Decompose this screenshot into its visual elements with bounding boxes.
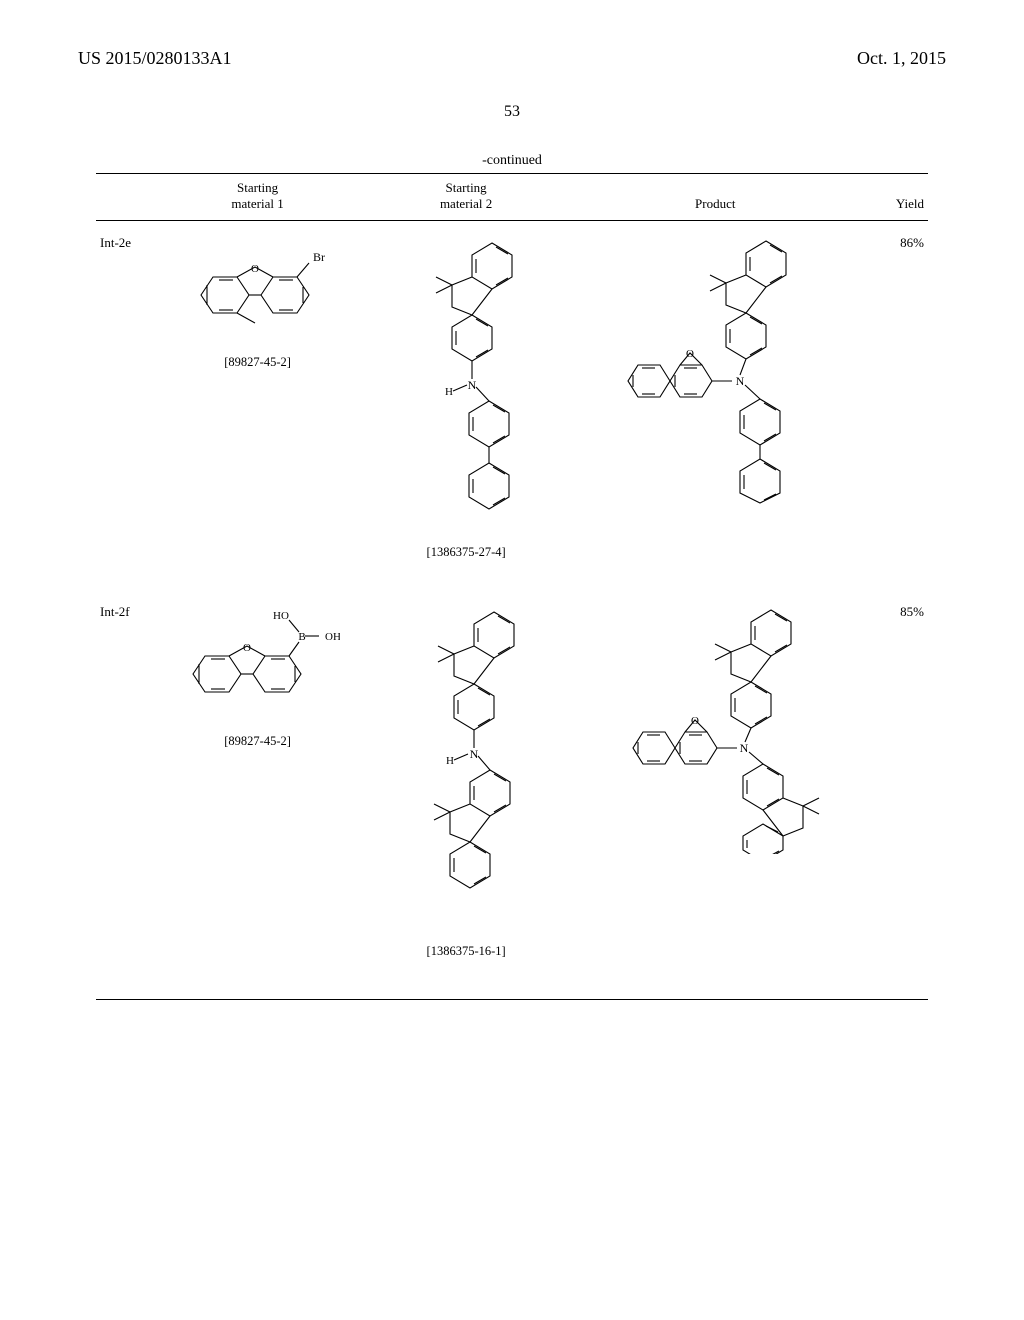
sm1-cas: [89827-45-2] (163, 355, 353, 370)
dibenzofuran-boronic-acid-icon: O B OH HO (175, 604, 340, 724)
patent-number: US 2015/0280133A1 (78, 48, 232, 69)
svg-text:N: N (740, 741, 749, 755)
reaction-table: Startingmaterial 1 Startingmaterial 2 Pr… (96, 173, 928, 989)
sm2-cas: [1386375-27-4] (361, 545, 572, 560)
svg-text:N: N (736, 374, 745, 388)
page-number: 53 (0, 103, 1024, 121)
col-sm2-line1: Startingmaterial 2 (361, 180, 572, 212)
sm1-cas: [89827-45-2] (163, 734, 353, 749)
svg-text:Br: Br (313, 250, 325, 264)
synthesis-table: -continued Startingmaterial 1 Startingma… (96, 153, 928, 989)
publication-date: Oct. 1, 2015 (857, 48, 946, 69)
page-header: US 2015/0280133A1 Oct. 1, 2015 (0, 0, 1024, 69)
svg-text:O: O (251, 263, 259, 275)
row-id: Int-2e (96, 221, 159, 591)
col-yield: Yield (855, 174, 928, 221)
col-id (96, 174, 159, 221)
dmfluorene-amine-biphenyl-icon: N H (381, 235, 551, 535)
svg-text:O: O (691, 715, 699, 727)
svg-text:N: N (470, 747, 479, 761)
product-structure: N O (576, 221, 855, 591)
svg-text:H: H (445, 386, 453, 398)
row-id: Int-2f (96, 590, 159, 989)
continued-label: -continued (96, 153, 928, 169)
bis-dmfluorenyl-amine-icon: N H (376, 604, 556, 934)
svg-text:HO: HO (273, 610, 289, 622)
table-row: Int-2e (96, 221, 928, 591)
svg-text:H: H (446, 755, 454, 767)
svg-text:O: O (243, 642, 251, 654)
yield-value: 86% (855, 221, 928, 591)
yield-value: 85% (855, 590, 928, 989)
sm1-structure: O B OH HO [89827-45-2] (159, 590, 357, 989)
col-sm1: Startingmaterial 1 (159, 174, 357, 221)
sm1-structure: O Br [89827-45-2] (159, 221, 357, 591)
svg-text:OH: OH (325, 631, 340, 643)
dibenzofuran-bromide-icon: O Br (183, 235, 333, 345)
col-sm2: Startingmaterial 2 (357, 174, 576, 221)
sm2-cas: [1386375-16-1] (361, 944, 572, 959)
product-2e-icon: N O (590, 235, 840, 505)
sm2-structure: N H [1386375-27-4] (357, 221, 576, 591)
product-structure: N O (576, 590, 855, 989)
product-2f-icon: N O (585, 604, 845, 854)
col-product: Product (576, 174, 855, 221)
svg-text:O: O (686, 348, 694, 360)
sm2-structure: N H [1386375-16-1] (357, 590, 576, 989)
table-bottom-rule (96, 999, 928, 1000)
table-row: Int-2f (96, 590, 928, 989)
svg-text:B: B (298, 631, 305, 643)
svg-text:N: N (468, 378, 477, 392)
col-sm1-line1: Startingmaterial 1 (163, 180, 353, 212)
